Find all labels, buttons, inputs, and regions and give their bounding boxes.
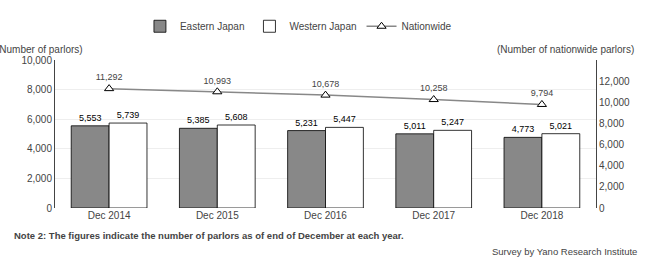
svg-text:4,000: 4,000 — [27, 143, 52, 154]
svg-text:(Number of parlors): (Number of parlors) — [0, 44, 83, 55]
svg-text:Dec 2018: Dec 2018 — [520, 210, 563, 221]
svg-text:(Number of nationwide parlors): (Number of nationwide parlors) — [497, 44, 634, 55]
svg-text:Note 2: The figures indicate t: Note 2: The figures indicate the number … — [14, 230, 404, 241]
svg-text:0: 0 — [599, 203, 605, 214]
svg-text:12,000: 12,000 — [599, 76, 630, 87]
svg-text:5,739: 5,739 — [117, 110, 140, 120]
svg-text:Dec 2014: Dec 2014 — [88, 210, 131, 221]
svg-text:8,000: 8,000 — [599, 118, 624, 129]
svg-text:11,292: 11,292 — [96, 72, 123, 82]
svg-text:10,258: 10,258 — [420, 83, 448, 93]
svg-text:5,608: 5,608 — [225, 112, 248, 122]
svg-text:Survey by Yano Research Instit: Survey by Yano Research Institute — [492, 246, 637, 257]
svg-text:5,011: 5,011 — [404, 121, 426, 131]
svg-text:10,678: 10,678 — [312, 79, 340, 89]
svg-text:Eastern Japan: Eastern Japan — [180, 21, 245, 32]
svg-text:Dec 2016: Dec 2016 — [304, 210, 347, 221]
svg-text:5,021: 5,021 — [550, 121, 573, 131]
svg-text:4,773: 4,773 — [512, 124, 535, 134]
svg-text:5,247: 5,247 — [441, 117, 464, 127]
svg-text:Nationwide: Nationwide — [402, 21, 452, 32]
svg-text:5,447: 5,447 — [333, 114, 356, 124]
svg-text:5,553: 5,553 — [79, 113, 102, 123]
svg-text:5,231: 5,231 — [295, 118, 318, 128]
svg-text:2,000: 2,000 — [27, 173, 52, 184]
svg-text:2,000: 2,000 — [599, 181, 624, 192]
svg-text:8,000: 8,000 — [27, 84, 52, 95]
svg-text:10,993: 10,993 — [204, 76, 232, 86]
svg-text:Dec 2015: Dec 2015 — [196, 210, 239, 221]
svg-text:0: 0 — [46, 203, 52, 214]
svg-text:10,000: 10,000 — [599, 97, 630, 108]
svg-text:Western Japan: Western Japan — [289, 21, 356, 32]
svg-text:4,000: 4,000 — [599, 160, 624, 171]
svg-text:6,000: 6,000 — [27, 114, 52, 125]
svg-text:10,000: 10,000 — [21, 55, 52, 66]
svg-text:5,385: 5,385 — [187, 115, 210, 125]
svg-text:6,000: 6,000 — [599, 139, 624, 150]
svg-text:Dec 2017: Dec 2017 — [412, 210, 455, 221]
svg-text:9,794: 9,794 — [531, 88, 554, 98]
